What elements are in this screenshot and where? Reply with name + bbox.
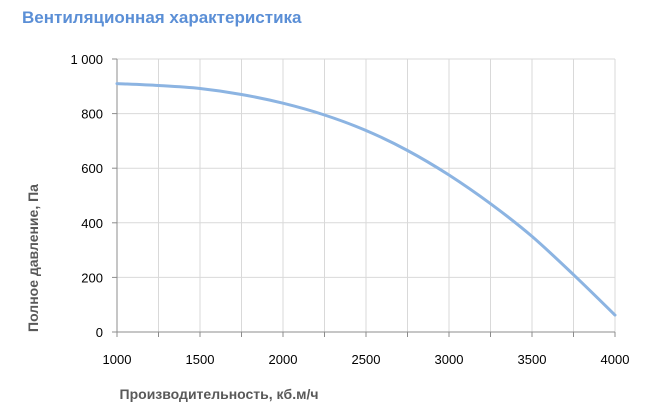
x-tick-label: 4000	[601, 352, 630, 367]
grid-lines	[117, 58, 616, 332]
y-tick-label: 800	[81, 107, 103, 122]
y-tick-label: 600	[81, 161, 103, 176]
x-tick-label: 1000	[103, 352, 132, 367]
y-tick-labels: 0 200 400 600 800 1 000	[70, 52, 103, 340]
x-tick-label: 1500	[186, 352, 215, 367]
chart-title: Вентиляционная характеристика	[22, 8, 302, 27]
y-tick-label: 400	[81, 216, 103, 231]
axes	[112, 58, 616, 337]
y-tick-label: 200	[81, 270, 103, 285]
y-tick-label: 0	[96, 325, 103, 340]
x-tick-label: 3500	[518, 352, 547, 367]
series-line	[115, 82, 617, 317]
series-layer	[115, 82, 617, 317]
y-axis-title: Полное давление, Па	[25, 184, 41, 332]
x-tick-label: 2500	[352, 352, 381, 367]
x-tick-labels: 1000 1500 2000 2500 3000 3500 4000	[103, 352, 630, 367]
x-tick-label: 3000	[435, 352, 464, 367]
x-axis-title: Производительность, кб.м/ч	[120, 386, 319, 402]
y-tick-label: 1 000	[70, 52, 103, 67]
x-tick-label: 2000	[269, 352, 298, 367]
